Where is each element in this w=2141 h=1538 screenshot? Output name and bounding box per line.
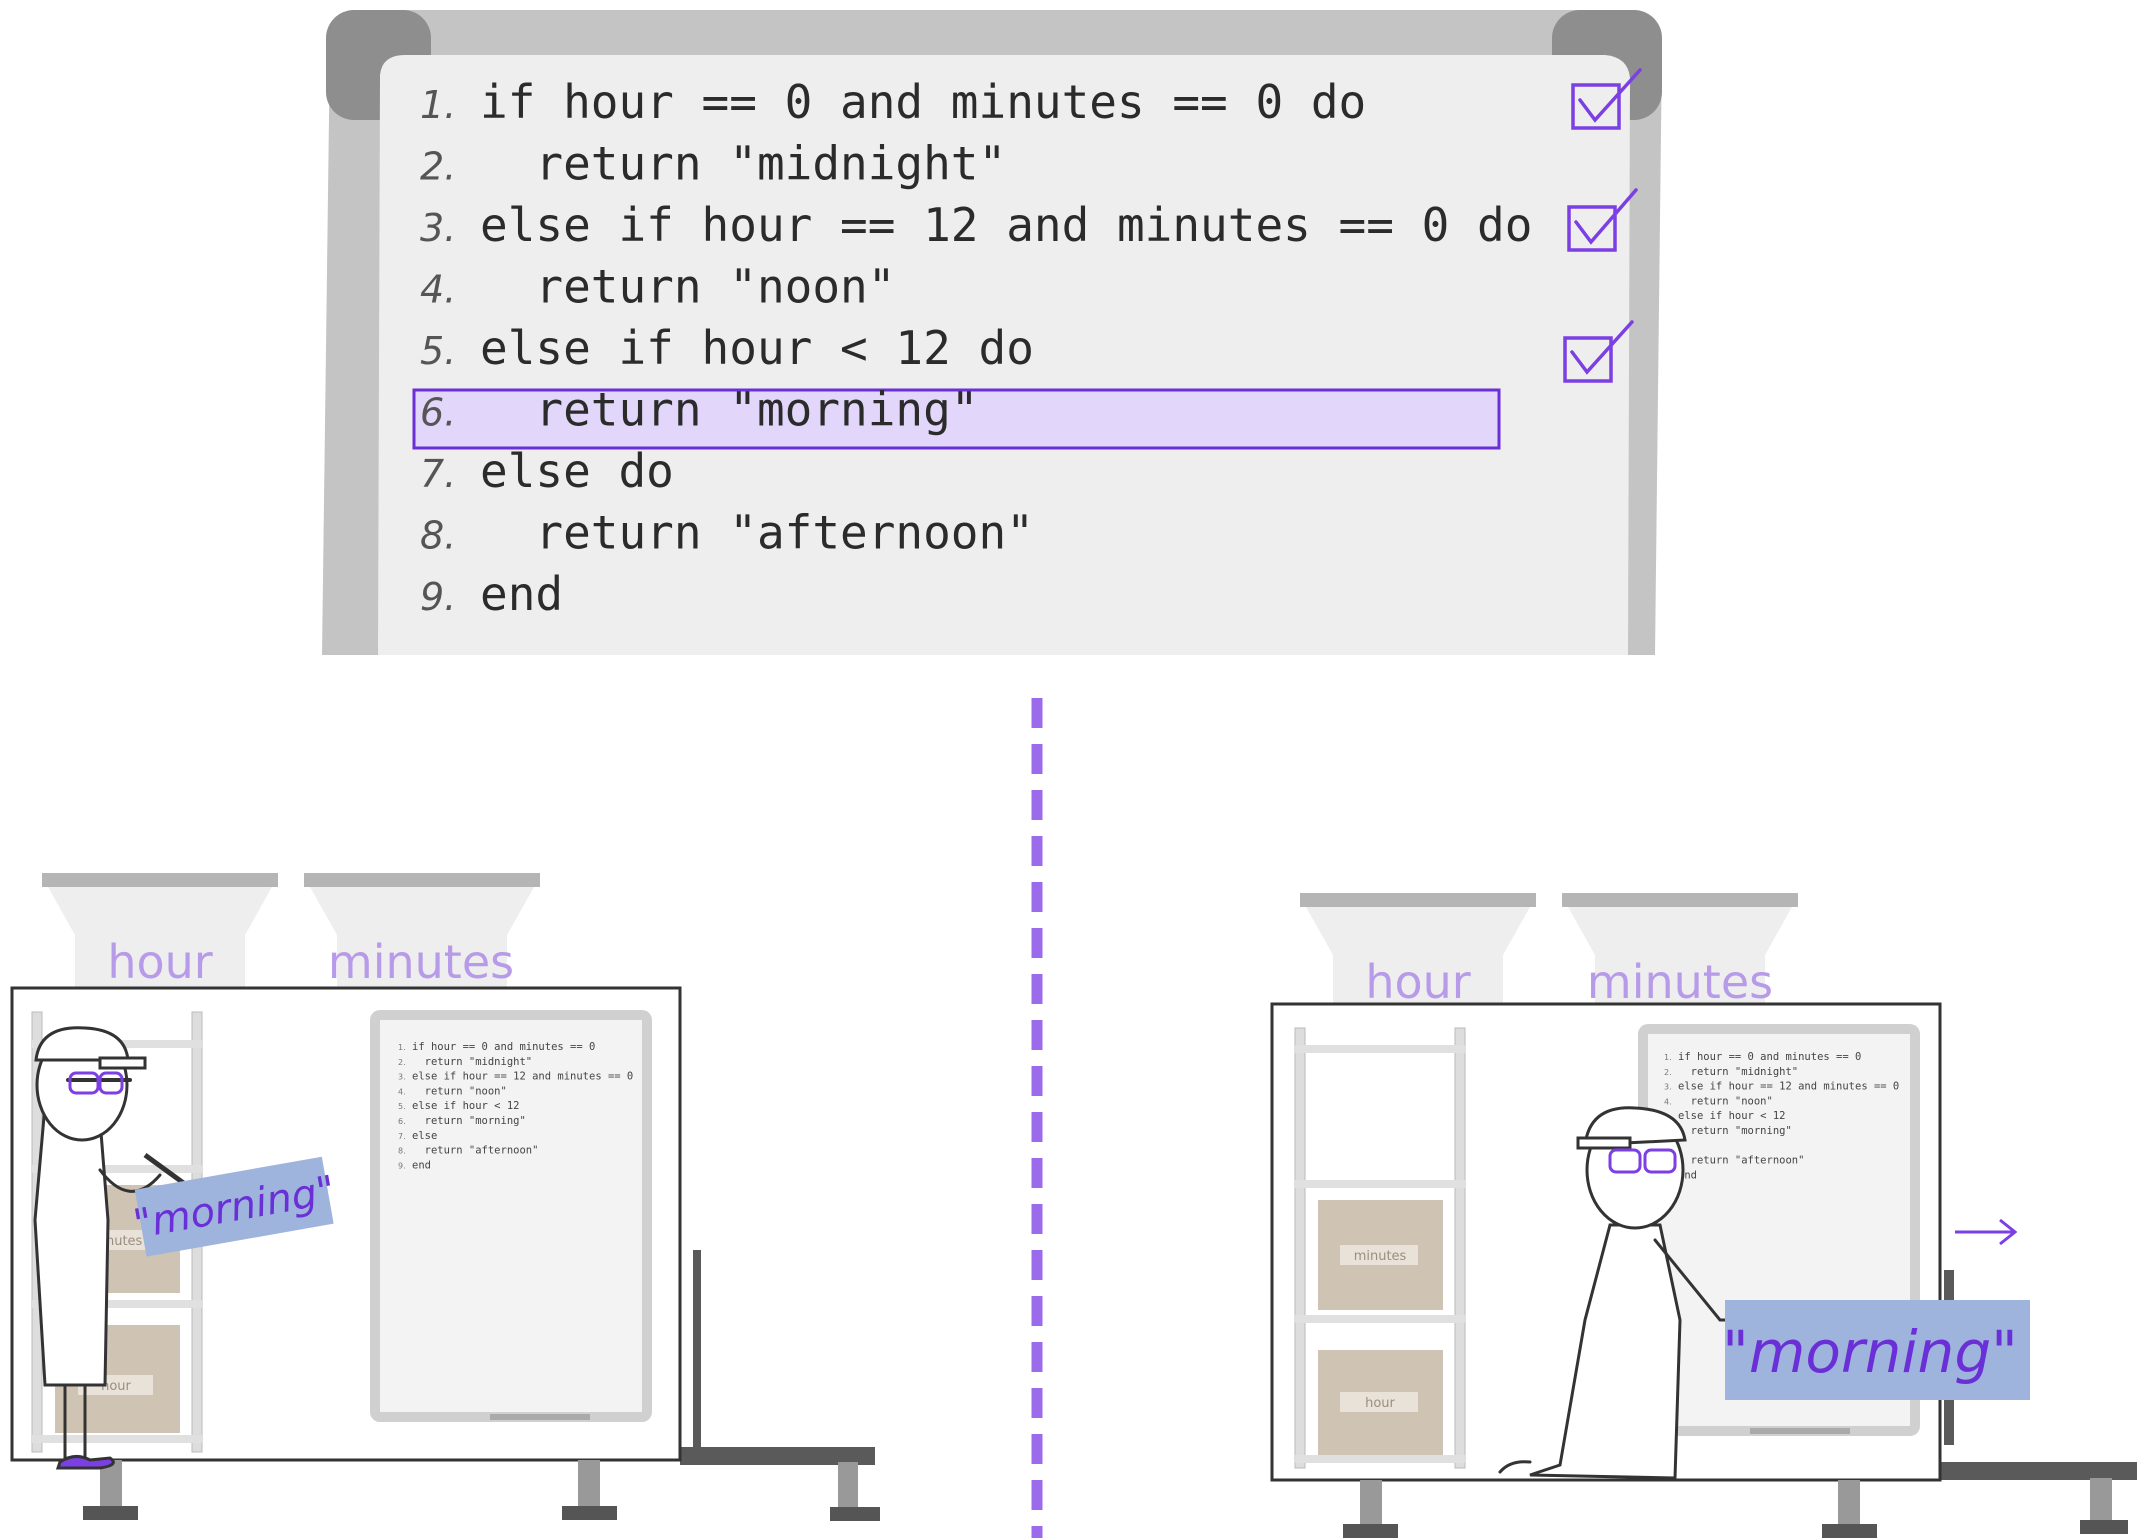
hopper-hour	[1300, 893, 1536, 1008]
line-number: 1.	[420, 83, 456, 127]
mini-code-line: else	[412, 1130, 437, 1142]
mini-line-number: 1.	[398, 1043, 406, 1052]
svg-text:hour: hour	[101, 1379, 131, 1394]
mini-code-line: return "morning"	[412, 1115, 526, 1127]
mini-code-line: return "morning"	[1678, 1125, 1792, 1137]
mini-line-number: 9.	[398, 1161, 406, 1170]
mini-code-line: return "afternoon"	[1678, 1155, 1804, 1167]
code-line: else if hour < 12 do	[480, 321, 1034, 375]
mini-code-line: return "afternoon"	[412, 1145, 538, 1157]
mini-board-code: 1. if hour == 0 and minutes == 0 2. return…	[1664, 1051, 1899, 1181]
mini-line-number: 8.	[398, 1147, 406, 1156]
check-icon-line-1	[1571, 68, 1642, 130]
check-icon-line-5	[1563, 320, 1634, 383]
mini-line-number: 2.	[1664, 1068, 1672, 1077]
line-number: 3.	[420, 206, 456, 250]
code-line: if hour == 0 and minutes == 0 do	[480, 75, 1366, 129]
conveyor-belt	[1935, 1462, 2137, 1480]
code-line: else if hour == 12 and minutes == 0 do	[480, 198, 1532, 252]
line-number: 8.	[420, 514, 456, 558]
line-number: 5.	[420, 329, 456, 373]
output-card: "morning"	[1722, 1300, 2030, 1400]
whiteboard-surface	[378, 55, 1630, 655]
mini-code-line: return "midnight"	[1678, 1066, 1798, 1078]
hopper-label-minutes: minutes	[1587, 955, 1773, 1009]
mini-line-number: 4.	[398, 1087, 406, 1096]
mini-code-line: return "noon"	[412, 1085, 507, 1097]
whiteboard-code: 1. if hour == 0 and minutes == 0 do 2. ret…	[420, 75, 1532, 621]
mini-line-number: 6.	[398, 1117, 406, 1126]
mini-code-line: return "midnight"	[412, 1056, 532, 1068]
svg-text:hour: hour	[1365, 1396, 1395, 1411]
mini-code-line: else if hour < 12	[412, 1100, 519, 1112]
mini-line-number: 7.	[398, 1132, 406, 1141]
code-line: else do	[480, 444, 674, 498]
mini-code-line: else if hour == 12 and minutes == 0	[412, 1071, 633, 1083]
whiteboard	[322, 10, 1662, 655]
line-number: 7.	[420, 452, 456, 496]
line-number: 4.	[420, 268, 456, 312]
hopper-minutes	[1562, 893, 1798, 1008]
mini-whiteboard	[370, 1010, 652, 1422]
hopper-hour	[42, 873, 278, 990]
mini-code-line: else if hour < 12	[1678, 1110, 1785, 1122]
mini-code-line: else if hour == 12 and minutes == 0	[1678, 1081, 1899, 1093]
line-number: 6.	[420, 391, 456, 435]
mini-line-number: 3.	[398, 1073, 406, 1082]
svg-text:"morning": "morning"	[1722, 1318, 2018, 1386]
code-line: return "morning"	[480, 383, 979, 437]
machine-left: hour minutes minutes hour	[10, 873, 880, 1521]
code-line: return "noon"	[480, 260, 895, 314]
box-hour: hour	[1318, 1350, 1443, 1455]
mini-line-number: 1.	[1664, 1053, 1672, 1062]
code-line: return "afternoon"	[480, 506, 1034, 560]
highlighted-line-box	[412, 388, 1501, 450]
mini-line-number: 2.	[398, 1058, 406, 1067]
hopper-label-hour: hour	[1365, 955, 1470, 1009]
mini-code-line: if hour == 0 and minutes == 0	[412, 1041, 595, 1053]
code-line: end	[480, 567, 563, 621]
mini-line-number: 5.	[398, 1102, 406, 1111]
hopper-minutes	[304, 873, 540, 990]
mini-line-number: 3.	[1664, 1083, 1672, 1092]
shelf	[1294, 1027, 1466, 1469]
scientist-left	[33, 1026, 162, 1470]
line-number: 9.	[420, 575, 456, 619]
svg-text:minutes: minutes	[1354, 1249, 1407, 1264]
hopper-label-minutes: minutes	[328, 935, 514, 989]
mini-code-line: end	[412, 1159, 431, 1171]
line-number: 2.	[420, 145, 456, 189]
mini-board-code: 1. if hour == 0 and minutes == 0 2. return…	[398, 1041, 633, 1171]
mini-code-line: if hour == 0 and minutes == 0	[1678, 1051, 1861, 1063]
mini-code-line: return "noon"	[1678, 1095, 1773, 1107]
scientist-right	[1498, 1106, 1732, 1480]
conveyor-gate	[693, 1250, 701, 1450]
code-line: return "midnight"	[480, 137, 1006, 191]
conveyor-belt	[680, 1447, 875, 1465]
check-icon-line-3	[1567, 188, 1638, 252]
mini-line-number: 4.	[1664, 1097, 1672, 1106]
arrow-right-icon	[1955, 1218, 2018, 1246]
machine-right: hour minutes minutes hour 1. if hou	[1270, 893, 2137, 1538]
box-minutes: minutes	[1318, 1200, 1443, 1310]
checkmarks	[1563, 68, 1642, 383]
hopper-label-hour: hour	[107, 935, 212, 989]
